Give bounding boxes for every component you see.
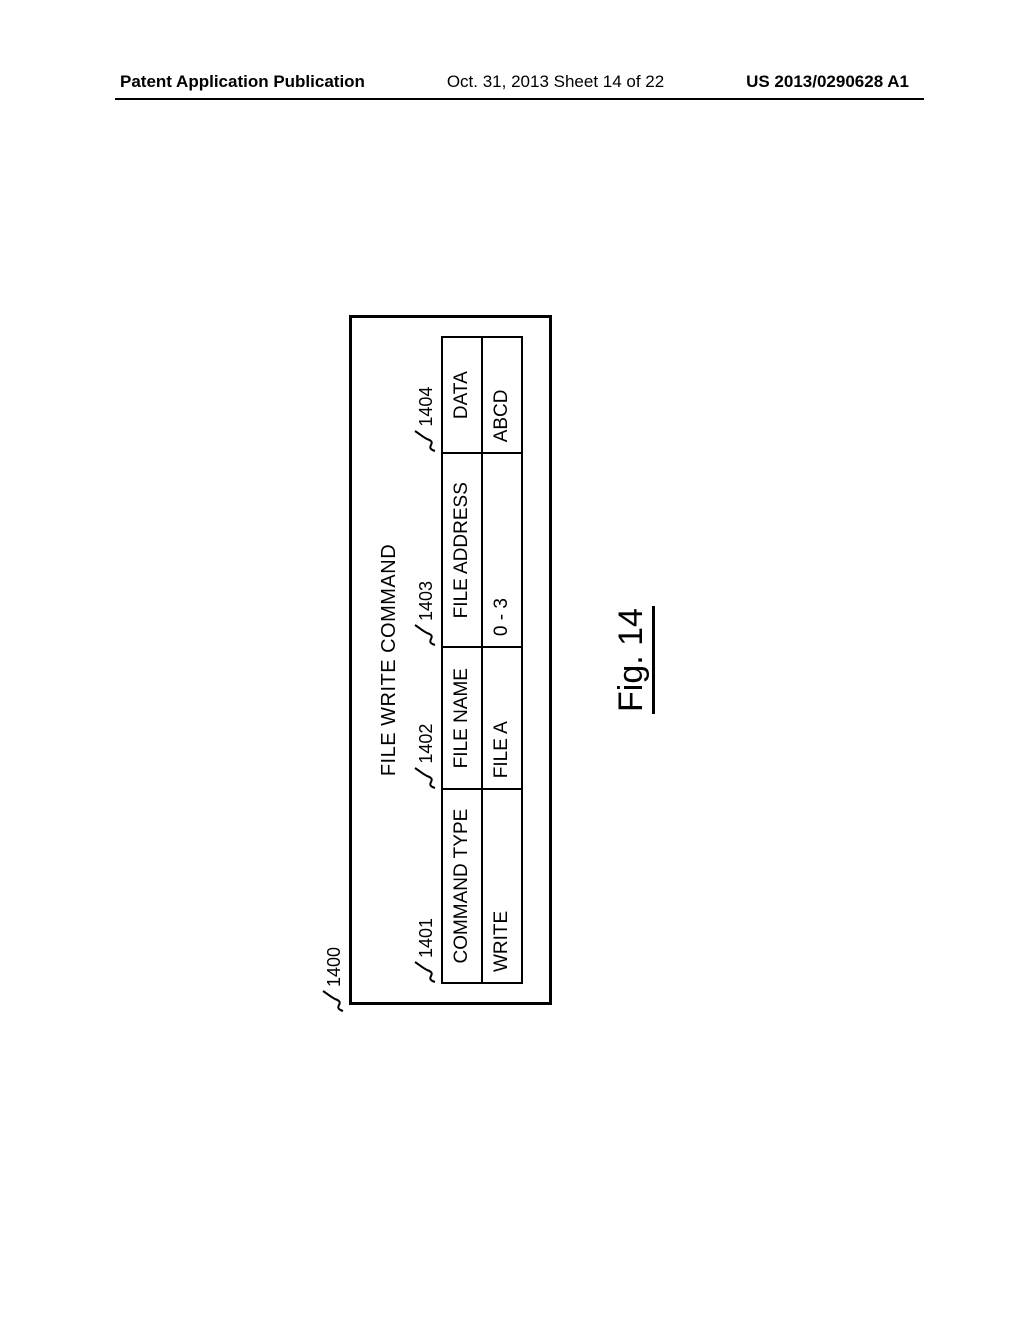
figure-caption: Fig. 14 xyxy=(612,315,651,1005)
ref-1400: 1400 xyxy=(321,947,345,1013)
box-title: FILE WRITE COMMAND xyxy=(378,336,401,984)
header-rule xyxy=(115,98,924,100)
figure-rotated-wrapper: 1400 FILE WRITE COMMAND 1401 1402 1403 xyxy=(349,315,651,1005)
ref-1400-label: 1400 xyxy=(324,947,345,987)
table-row: COMMAND TYPE FILE NAME FILE ADDRESS DATA xyxy=(442,337,482,983)
table-row: WRITE FILE A 0 - 3 ABCD xyxy=(482,337,522,983)
page-header: Patent Application Publication Oct. 31, … xyxy=(0,72,1024,92)
header-mid: Oct. 31, 2013 Sheet 14 of 22 xyxy=(447,72,664,92)
cell: 0 - 3 xyxy=(482,453,522,647)
ref-1404: 1404 xyxy=(413,387,437,453)
header-left: Patent Application Publication xyxy=(120,72,365,92)
cell: WRITE xyxy=(482,789,522,983)
squiggle-icon xyxy=(321,989,345,1013)
ref-1403-label: 1403 xyxy=(416,581,437,621)
cell: FILE A xyxy=(482,647,522,789)
outer-box: FILE WRITE COMMAND 1401 1402 1403 1404 xyxy=(349,315,552,1005)
col-header: FILE ADDRESS xyxy=(442,453,482,647)
squiggle-icon xyxy=(413,960,437,984)
squiggle-icon xyxy=(413,623,437,647)
command-table: COMMAND TYPE FILE NAME FILE ADDRESS DATA… xyxy=(441,336,523,984)
ref-1401-label: 1401 xyxy=(416,918,437,958)
col-header: DATA xyxy=(442,337,482,453)
header-right: US 2013/0290628 A1 xyxy=(746,72,909,92)
col-header: COMMAND TYPE xyxy=(442,789,482,983)
ref-1402: 1402 xyxy=(413,724,437,790)
ref-1402-label: 1402 xyxy=(416,724,437,764)
squiggle-icon xyxy=(413,429,437,453)
ref-1404-label: 1404 xyxy=(416,387,437,427)
figure-caption-text: Fig. 14 xyxy=(612,606,655,714)
figure-inner: 1400 FILE WRITE COMMAND 1401 1402 1403 xyxy=(349,315,651,1005)
ref-1401: 1401 xyxy=(413,918,437,984)
squiggle-icon xyxy=(413,766,437,790)
col-header: FILE NAME xyxy=(442,647,482,789)
cell: ABCD xyxy=(482,337,522,453)
ref-1403: 1403 xyxy=(413,581,437,647)
